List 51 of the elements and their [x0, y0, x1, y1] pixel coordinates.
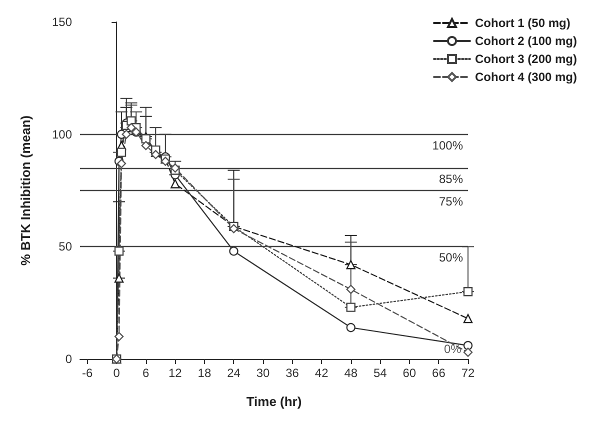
point — [346, 260, 356, 270]
y-tick-label: 100 — [52, 127, 72, 142]
ref-line-label: 100% — [432, 138, 464, 152]
x-tick-label: 24 — [227, 366, 241, 380]
x-axis-title: Time (hr) — [246, 394, 302, 409]
y-tick-label: 0 — [65, 352, 72, 366]
point — [346, 322, 356, 332]
x-tick-label: 0 — [113, 366, 120, 380]
point — [229, 224, 238, 234]
point — [170, 179, 180, 188]
point — [116, 148, 126, 157]
y-axis-title: % BTK Inhibition (mean) — [18, 115, 33, 266]
x-tick-label: 18 — [198, 366, 212, 380]
point — [114, 274, 124, 283]
y-tick-label: 150 — [52, 15, 72, 29]
annotation: 0% — [444, 342, 462, 356]
point — [463, 287, 473, 296]
x-tick-label: 66 — [432, 366, 446, 380]
legend-label: Cohort 2 (100 mg) — [474, 34, 578, 48]
x-tick-label: 54 — [373, 366, 388, 380]
point — [114, 332, 124, 342]
legend-label: Cohort 3 (200 mg) — [474, 52, 578, 66]
point — [229, 246, 238, 256]
x-tick-label: 36 — [286, 366, 300, 380]
point — [122, 130, 131, 139]
point — [170, 163, 180, 173]
x-tick-label: -6 — [82, 366, 93, 380]
point — [346, 302, 356, 312]
point — [463, 340, 473, 350]
x-tick-label: 48 — [344, 366, 358, 380]
x-tick-label: 60 — [402, 366, 416, 380]
point — [151, 150, 160, 160]
x-tick-label: 72 — [461, 366, 475, 380]
legend-label: Cohort 4 (300 mg) — [474, 70, 578, 84]
point — [114, 246, 124, 256]
point — [116, 158, 126, 168]
ref-line-label: 75% — [438, 194, 464, 208]
point — [463, 348, 473, 357]
point — [346, 284, 356, 294]
ref-line-label: 85% — [438, 172, 464, 186]
ref-line-label: 50% — [438, 250, 464, 265]
y-tick-label: 50 — [58, 240, 72, 254]
point — [160, 156, 170, 166]
x-tick-label: 12 — [168, 366, 182, 380]
x-tick-label: 42 — [314, 366, 329, 380]
point — [126, 122, 136, 132]
point — [463, 314, 473, 324]
x-tick-label: 30 — [256, 366, 270, 380]
x-tick-label: 6 — [142, 366, 150, 380]
legend-label: Cohort 1 (50 mg) — [474, 16, 570, 30]
point — [141, 140, 150, 150]
